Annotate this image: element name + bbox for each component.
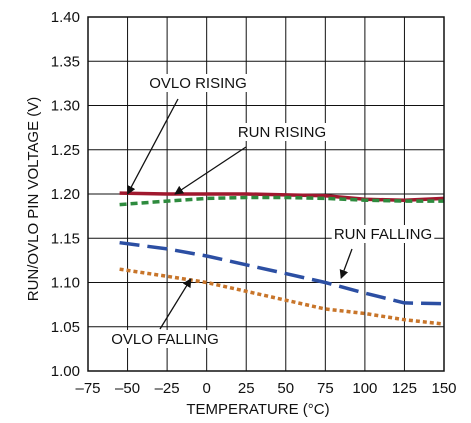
y-tick-label: 1.40 [51,9,80,26]
series-line-ovlo-falling [119,267,445,326]
y-tick-label: 1.30 [51,98,80,115]
annotation-arrow [339,248,353,280]
x-tick-label: –75 [75,380,100,397]
x-tick-label: 25 [238,380,255,397]
x-tick-label: 150 [431,380,456,397]
plot-frame [87,16,445,372]
annotation-backing [331,225,435,243]
annotation-backing [109,330,221,348]
annotation-ovlo-rising: OVLO RISING [149,75,247,92]
y-tick-label: 1.35 [51,53,80,70]
y-tick-label: 1.00 [51,363,80,380]
series-line-run-falling [119,240,445,306]
x-tick-label: –25 [155,380,180,397]
series-line-run-rising [119,195,444,207]
y-tick-label: 1.10 [51,275,80,292]
y-tick-label: 1.20 [51,186,80,203]
annotation-ovlo-falling: OVLO FALLING [111,331,219,348]
annotation-arrow [174,146,247,195]
annotation-run-rising: RUN RISING [238,124,326,141]
x-tick-label: 125 [392,380,417,397]
y-tick-label: 1.05 [51,319,80,336]
x-tick-label: 100 [352,380,377,397]
annotation-backing [235,123,329,141]
annotation-arrow [126,98,179,195]
annotation-backing [146,74,250,92]
x-tick-label: 50 [277,380,294,397]
x-axis-label: TEMPERATURE (°C) [186,401,329,418]
y-tick-label: 1.15 [51,230,80,247]
y-tick-label: 1.25 [51,142,80,159]
x-tick-label: –50 [115,380,140,397]
annotation-run-falling: RUN FALLING [334,226,432,243]
y-axis-label: RUN/OVLO PIN VOLTAGE (V) [25,97,42,301]
annotation-arrow [159,278,192,330]
x-tick-label: 75 [317,380,334,397]
x-tick-label: 0 [202,380,210,397]
